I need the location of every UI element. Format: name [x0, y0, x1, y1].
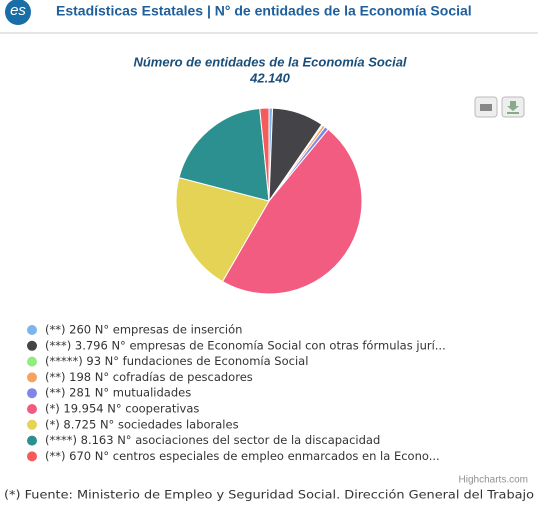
legend-label: (**) 260 N° empresas de inserción	[45, 323, 242, 337]
legend-marker	[27, 435, 37, 446]
legend: (**) 260 N° empresas de inserción(***) 3…	[27, 323, 446, 463]
legend-marker	[27, 451, 37, 462]
pie-slice	[175, 177, 270, 283]
legend-marker	[27, 372, 37, 383]
pie-slice	[259, 107, 270, 202]
legend-marker	[27, 419, 37, 430]
pie-slice	[221, 128, 363, 295]
legend-marker	[27, 356, 37, 367]
header-title: Estadísticas Estatales | N° de entidades…	[56, 3, 472, 19]
chart-subtitle: 42.140	[249, 70, 291, 85]
legend-label: (*****) 93 N° fundaciones de Economía So…	[45, 354, 308, 368]
logo: es	[10, 2, 26, 19]
legend-label: (**) 281 N° mutualidades	[45, 386, 191, 400]
legend-label: (*) 19.954 N° cooperativas	[45, 402, 199, 416]
logo-circle	[5, 0, 31, 25]
legend-marker	[27, 404, 37, 414]
download-icon	[507, 101, 519, 114]
legend-marker	[27, 388, 37, 399]
legend-label: (****) 8.163 N° asociaciones del sector …	[45, 433, 380, 447]
export-buttons	[474, 96, 525, 118]
legend-label: (***) 3.796 N° empresas de Economía Soci…	[45, 338, 446, 352]
legend-label: (**) 670 N° centros especiales de empleo…	[45, 449, 440, 463]
legend-marker	[27, 325, 37, 335]
legend-label: (**) 198 N° cofradías de pescadores	[45, 370, 253, 384]
chart-title: Número de entidades de la Economía Socia…	[133, 54, 406, 69]
credits[interactable]: Highcharts.com	[459, 475, 528, 486]
footnote: (*) Fuente: Ministerio de Empleo y Segur…	[4, 488, 534, 502]
print-icon	[480, 104, 492, 111]
legend-marker	[27, 340, 37, 351]
pie-slice	[178, 107, 270, 202]
pie	[175, 107, 363, 295]
legend-label: (*) 8.725 N° sociedades laborales	[45, 417, 239, 431]
